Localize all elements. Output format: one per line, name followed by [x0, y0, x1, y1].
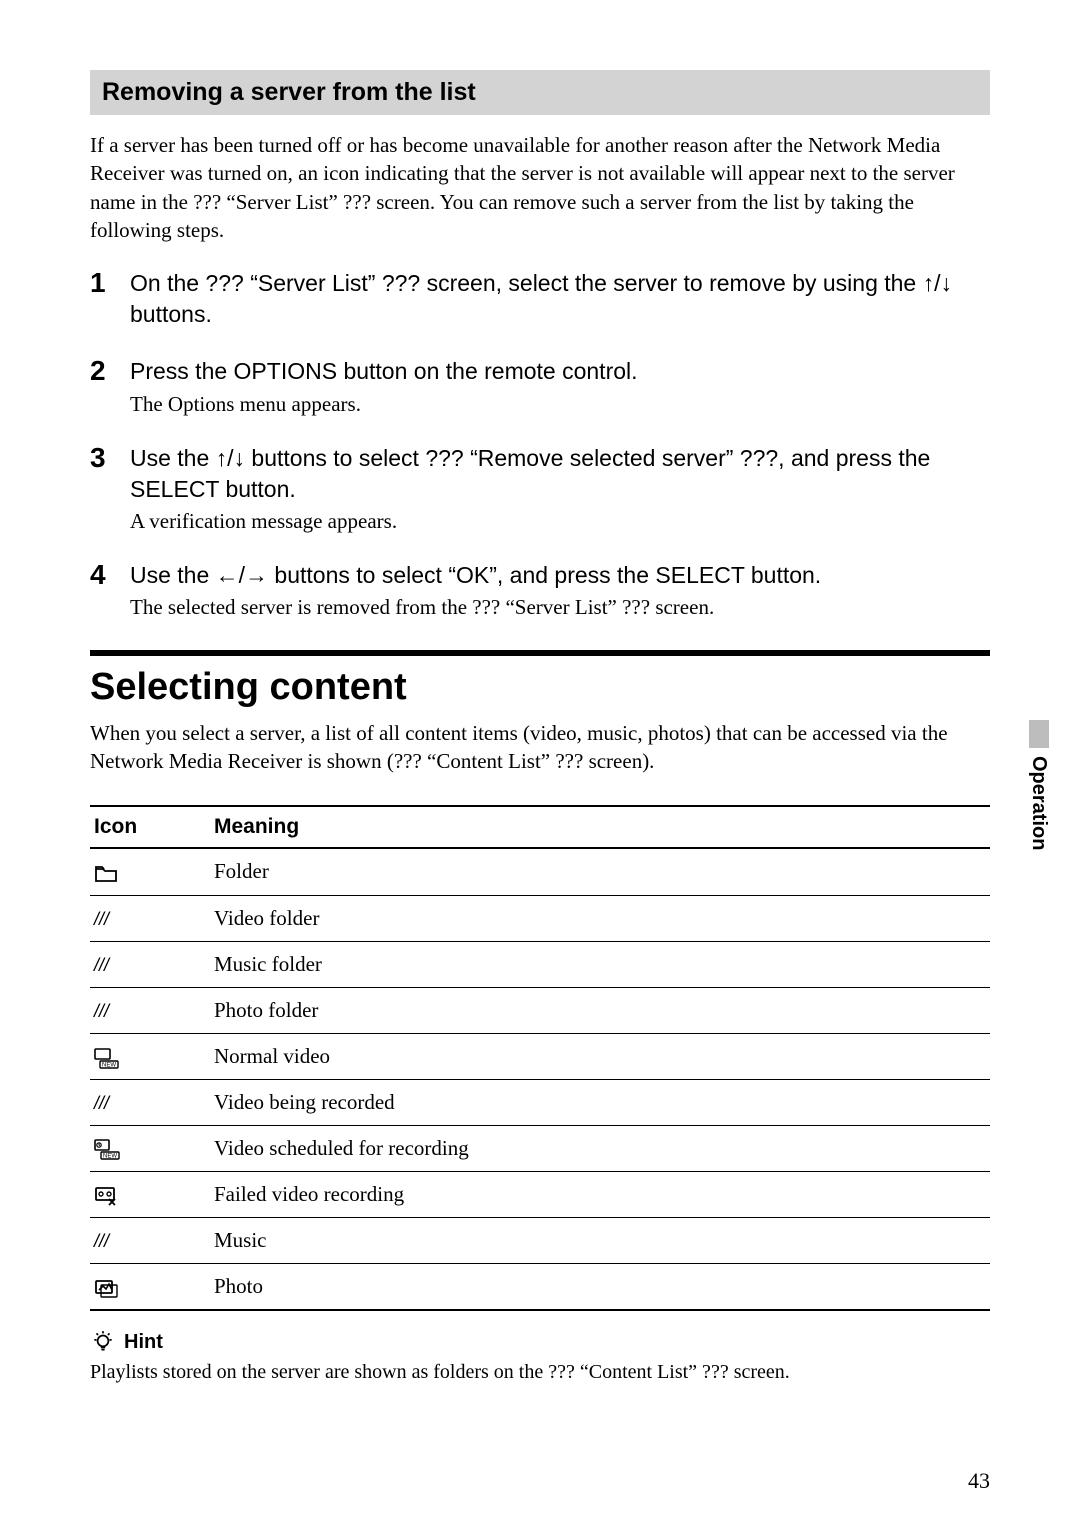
- scheduled-video-icon: NEW: [90, 1125, 210, 1171]
- table-row: Folder: [90, 848, 990, 895]
- steps-list: 1On the ??? “Server List” ??? screen, se…: [90, 268, 990, 619]
- placeholder-icon: ///: [90, 895, 210, 941]
- step-instr-pre: Use the: [130, 445, 216, 471]
- svg-text:NEW: NEW: [103, 1153, 117, 1159]
- heading-selecting-content: Selecting content: [90, 666, 990, 709]
- step-instr-pre: On the ??? “Server List” ??? screen, sel…: [130, 270, 923, 296]
- step-body: Use the ←/→ buttons to select “OK”, and …: [130, 560, 990, 620]
- icon-meaning: Failed video recording: [210, 1171, 990, 1217]
- table-row: ///Video being recorded: [90, 1079, 990, 1125]
- table-row: NEW Normal video: [90, 1033, 990, 1079]
- folder-icon: [90, 848, 210, 895]
- step-body: On the ??? “Server List” ??? screen, sel…: [130, 268, 990, 330]
- hint-bulb-icon: [90, 1329, 116, 1355]
- intro-paragraph-2: When you select a server, a list of all …: [90, 719, 990, 776]
- step-instruction: Press the OPTIONS button on the remote c…: [130, 356, 990, 387]
- step-instruction: Use the ↑/↓ buttons to select ??? “Remov…: [130, 443, 990, 505]
- side-tab-label: Operation: [1027, 756, 1050, 850]
- step-number: 3: [90, 443, 130, 474]
- side-tab: Operation: [1027, 720, 1050, 850]
- step-instr-pre: Use the: [130, 562, 216, 588]
- arrow-buttons-icon: ↑/↓: [216, 445, 245, 471]
- icon-meaning: Music folder: [210, 941, 990, 987]
- icon-meaning: Normal video: [210, 1033, 990, 1079]
- section-divider: [90, 650, 990, 656]
- icon-meaning: Video being recorded: [210, 1079, 990, 1125]
- svg-text:NEW: NEW: [102, 1062, 116, 1068]
- step-result: A verification message appears.: [130, 509, 990, 534]
- placeholder-icon: ///: [90, 941, 210, 987]
- table-row: Photo: [90, 1264, 990, 1311]
- step-instr-post: buttons to select “OK”, and press the SE…: [268, 562, 821, 588]
- table-row: ///Photo folder: [90, 987, 990, 1033]
- table-header-icon: Icon: [90, 806, 210, 848]
- placeholder-icon: ///: [90, 1218, 210, 1264]
- step-item: 4Use the ←/→ buttons to select “OK”, and…: [90, 560, 990, 620]
- table-row: ///Video folder: [90, 895, 990, 941]
- table-header-meaning: Meaning: [210, 806, 990, 848]
- hint-row: Hint: [90, 1329, 990, 1355]
- placeholder-icon: ///: [90, 987, 210, 1033]
- icon-meaning-table: Icon Meaning Folder///Video folder///Mus…: [90, 805, 990, 1311]
- intro-paragraph-1: If a server has been turned off or has b…: [90, 131, 990, 244]
- step-item: 1On the ??? “Server List” ??? screen, se…: [90, 268, 990, 330]
- hint-label: Hint: [124, 1331, 163, 1354]
- step-number: 1: [90, 268, 130, 299]
- step-result: The Options menu appears.: [130, 392, 990, 417]
- step-instruction: On the ??? “Server List” ??? screen, sel…: [130, 268, 990, 330]
- normal-video-icon: NEW: [90, 1033, 210, 1079]
- step-result: The selected server is removed from the …: [130, 595, 990, 620]
- step-item: 2Press the OPTIONS button on the remote …: [90, 356, 990, 416]
- failed-video-icon: [90, 1171, 210, 1217]
- table-row: ///Music: [90, 1218, 990, 1264]
- page-number: 43: [968, 1468, 990, 1494]
- table-row: NEW Video scheduled for recording: [90, 1125, 990, 1171]
- arrow-buttons-icon: ←/→: [216, 562, 268, 588]
- step-instruction: Use the ←/→ buttons to select “OK”, and …: [130, 560, 990, 591]
- photo-icon: [90, 1264, 210, 1311]
- step-number: 2: [90, 356, 130, 387]
- icon-meaning: Photo folder: [210, 987, 990, 1033]
- step-number: 4: [90, 560, 130, 591]
- section-header-removing: Removing a server from the list: [90, 70, 990, 115]
- step-instr-post: buttons to select ??? “Remove selected s…: [130, 445, 930, 502]
- icon-meaning: Photo: [210, 1264, 990, 1311]
- arrow-buttons-icon: ↑/↓: [923, 270, 952, 296]
- table-row: ///Music folder: [90, 941, 990, 987]
- step-body: Use the ↑/↓ buttons to select ??? “Remov…: [130, 443, 990, 534]
- icon-meaning: Folder: [210, 848, 990, 895]
- icon-meaning: Video scheduled for recording: [210, 1125, 990, 1171]
- icon-meaning: Video folder: [210, 895, 990, 941]
- hint-text: Playlists stored on the server are shown…: [90, 1361, 990, 1384]
- placeholder-icon: ///: [90, 1079, 210, 1125]
- table-row: Failed video recording: [90, 1171, 990, 1217]
- icon-meaning: Music: [210, 1218, 990, 1264]
- step-body: Press the OPTIONS button on the remote c…: [130, 356, 990, 416]
- side-tab-mark: [1029, 720, 1049, 748]
- step-instr-post: buttons.: [130, 301, 212, 327]
- step-item: 3Use the ↑/↓ buttons to select ??? “Remo…: [90, 443, 990, 534]
